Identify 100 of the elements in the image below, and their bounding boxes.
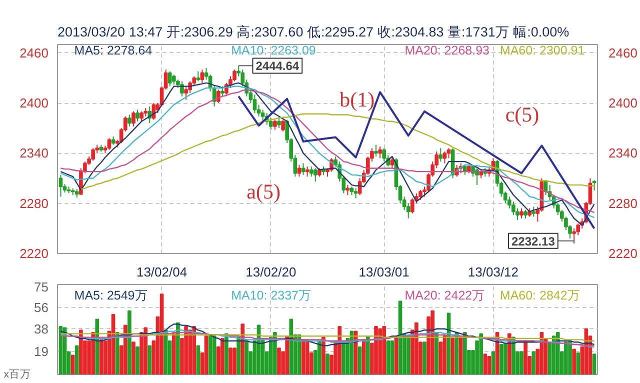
bar (414, 322, 418, 374)
y-tick-label: 19 (34, 344, 49, 360)
bar (483, 354, 488, 374)
bar (123, 324, 128, 374)
bar (556, 332, 560, 374)
x-tick-label: 13/03/01 (358, 264, 410, 280)
candlestick (305, 166, 310, 178)
text: MA5: 2278.64 (74, 44, 152, 58)
y2-tick-label: 2280 (608, 196, 638, 211)
candlestick (297, 164, 302, 178)
candlestick (346, 184, 350, 196)
x-tick-label: 13/03/12 (468, 264, 519, 280)
candlestick (273, 119, 277, 130)
bar (144, 327, 148, 374)
y2-tick-label: 2460 (608, 45, 638, 60)
bar (422, 342, 426, 374)
bar (74, 345, 79, 374)
text: MA60: 2842万 (500, 288, 580, 302)
bar (382, 326, 386, 374)
y-axis-title: x百万 (4, 368, 32, 380)
bar (70, 354, 75, 374)
candlestick (532, 206, 536, 218)
text: MA20: 2422万 (404, 288, 486, 302)
candlestick (301, 162, 306, 176)
bar (430, 310, 435, 374)
bar (318, 340, 322, 374)
candlestick (277, 116, 281, 129)
bar (463, 332, 467, 374)
candlestick (200, 69, 204, 84)
y-tick-label: 2400 (20, 96, 48, 111)
bar (240, 324, 245, 374)
bar (520, 351, 524, 374)
bar (79, 330, 83, 374)
candlestick (140, 110, 144, 122)
bar (188, 330, 192, 374)
bar (450, 338, 455, 374)
candlestick (184, 86, 188, 100)
bar (479, 333, 484, 374)
bar (224, 333, 228, 374)
bar (362, 339, 366, 374)
y-tick-label: 2280 (20, 196, 48, 211)
bar (592, 354, 596, 374)
bar (454, 332, 459, 374)
bar (172, 333, 176, 374)
candlestick (58, 174, 63, 198)
candlestick (592, 180, 596, 192)
text: MA20: 2268.93 (404, 44, 490, 58)
bar (366, 336, 370, 374)
text: MA60: 2300.91 (500, 44, 585, 58)
bar (568, 340, 572, 374)
bar (196, 345, 200, 374)
candlestick (313, 168, 318, 182)
candlestick (107, 138, 112, 150)
y2-tick-label: 2400 (608, 96, 638, 111)
candlestick (442, 151, 447, 164)
bar (136, 346, 140, 374)
bar (406, 336, 410, 374)
candlestick (374, 144, 378, 158)
bar (503, 342, 508, 374)
bar (374, 326, 378, 374)
candlestick (390, 156, 394, 169)
y-tick-label: 56 (34, 300, 49, 315)
bar (499, 344, 504, 374)
candlestick (168, 70, 172, 87)
bar (148, 345, 152, 374)
bar (358, 346, 362, 374)
text: MA10: 2337万 (231, 288, 312, 302)
y-tick-label: 2340 (20, 146, 48, 161)
bar (244, 340, 249, 374)
candlestick (354, 188, 358, 199)
bar (532, 351, 536, 374)
text: MA10: 2263.09 (231, 44, 316, 58)
annotation: a(5) (246, 180, 280, 204)
bar (128, 310, 132, 374)
annotation: b(1) (340, 88, 375, 112)
bar (184, 326, 188, 374)
bar (236, 336, 240, 374)
bar (524, 340, 528, 374)
bar (386, 340, 390, 374)
bar (378, 328, 382, 374)
bar (491, 351, 496, 374)
bar (220, 338, 224, 374)
bar (232, 348, 236, 374)
candlestick (128, 114, 132, 127)
candlestick (378, 146, 382, 159)
candlestick (196, 70, 200, 82)
y-tick-label: 2460 (20, 45, 48, 60)
bar (277, 348, 281, 374)
line-series (60, 333, 595, 342)
x-tick-label: 13/02/20 (246, 264, 296, 280)
bar (326, 354, 330, 374)
bar (572, 348, 576, 374)
bar (487, 356, 492, 374)
candlestick (91, 148, 95, 162)
y-tick-label: 2220 (20, 246, 48, 261)
y-tick-label: 75 (34, 280, 49, 294)
annotation: 2444.64 (256, 59, 300, 74)
bar (564, 342, 568, 374)
candlestick (252, 94, 257, 114)
candlestick (220, 86, 224, 97)
